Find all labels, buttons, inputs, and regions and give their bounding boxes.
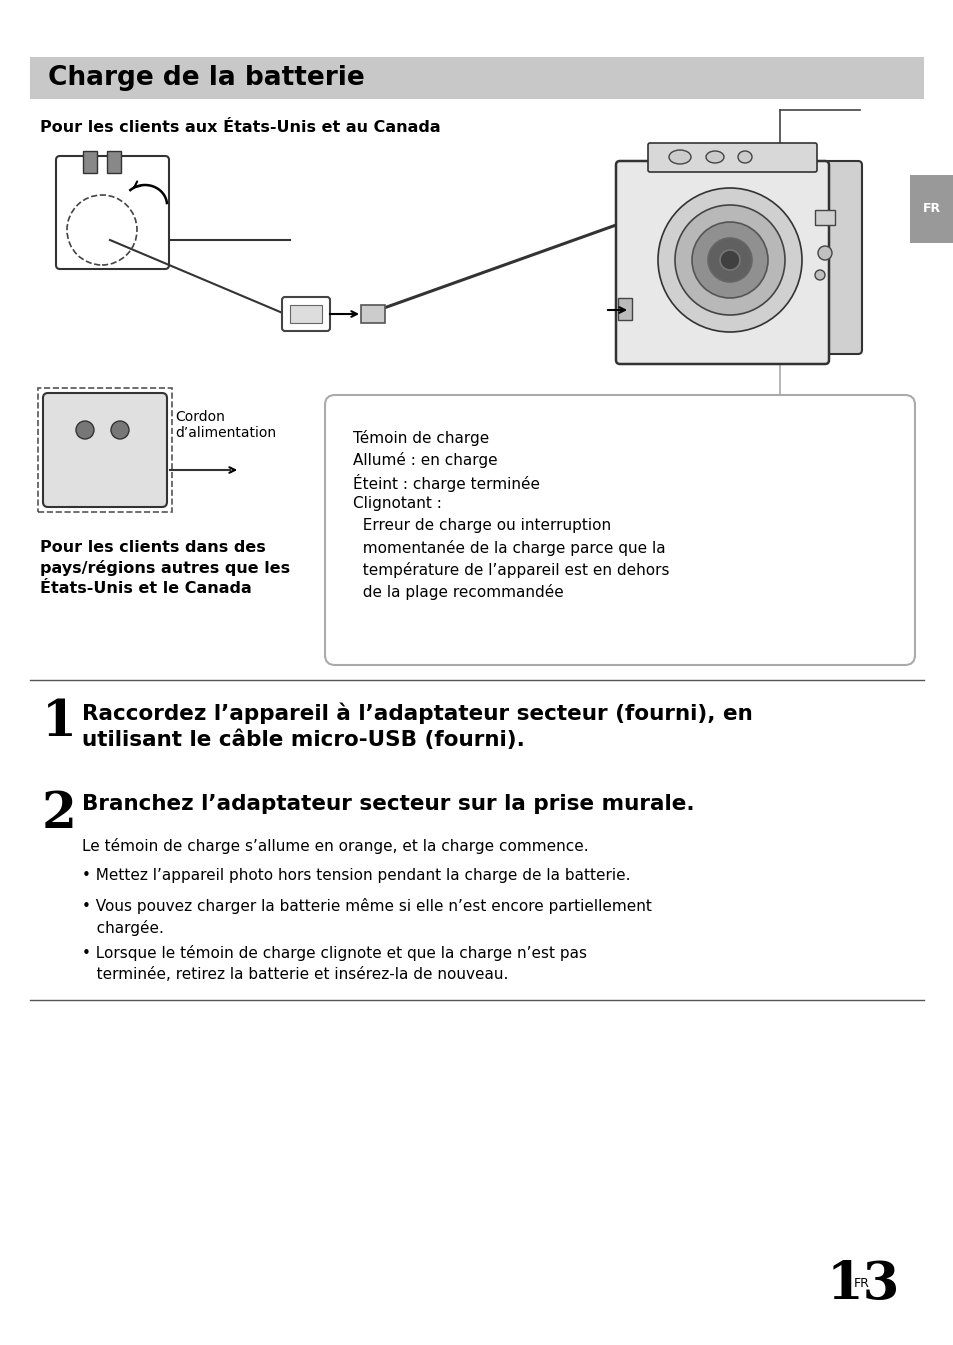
Text: température de l’appareil est en dehors: température de l’appareil est en dehors (353, 562, 669, 578)
Text: Raccordez l’appareil à l’adaptateur secteur (fourni), en
utilisant le câble micr: Raccordez l’appareil à l’adaptateur sect… (82, 702, 752, 749)
FancyBboxPatch shape (647, 143, 816, 172)
FancyBboxPatch shape (325, 395, 914, 664)
Bar (618, 299, 631, 320)
FancyBboxPatch shape (282, 297, 330, 331)
FancyBboxPatch shape (30, 56, 923, 100)
FancyBboxPatch shape (909, 175, 953, 243)
Circle shape (720, 250, 740, 270)
Ellipse shape (738, 151, 751, 163)
Text: Pour les clients dans des
pays/régions autres que les
États-Unis et le Canada: Pour les clients dans des pays/régions a… (40, 539, 290, 596)
FancyBboxPatch shape (38, 387, 172, 512)
Text: • Vous pouvez charger la batterie même si elle n’est encore partiellement
   cha: • Vous pouvez charger la batterie même s… (82, 898, 651, 936)
Text: Témoin de charge: Témoin de charge (353, 430, 489, 447)
Text: FR: FR (922, 203, 940, 215)
Circle shape (658, 188, 801, 332)
Text: Le témoin de charge s’allume en orange, et la charge commence.: Le témoin de charge s’allume en orange, … (82, 838, 588, 854)
Circle shape (76, 421, 94, 438)
Ellipse shape (814, 270, 824, 280)
Text: • Lorsque le témoin de charge clignote et que la charge n’est pas
   terminée, r: • Lorsque le témoin de charge clignote e… (82, 946, 586, 982)
Text: FR: FR (853, 1276, 869, 1290)
Text: Charge de la batterie: Charge de la batterie (48, 65, 364, 91)
Bar (814, 210, 834, 225)
Bar (107, 151, 121, 174)
Circle shape (691, 222, 767, 299)
Circle shape (707, 238, 751, 282)
FancyBboxPatch shape (56, 156, 169, 269)
Text: Éteint : charge terminée: Éteint : charge terminée (353, 473, 539, 492)
Bar (290, 305, 322, 323)
Text: Pour les clients aux États-Unis et au Canada: Pour les clients aux États-Unis et au Ca… (40, 120, 440, 134)
FancyBboxPatch shape (616, 161, 828, 364)
Ellipse shape (705, 151, 723, 163)
Circle shape (675, 204, 784, 315)
Ellipse shape (668, 151, 690, 164)
Text: momentanée de la charge parce que la: momentanée de la charge parce que la (353, 539, 665, 555)
Bar (83, 151, 97, 174)
FancyBboxPatch shape (815, 161, 862, 354)
Circle shape (111, 421, 129, 438)
Text: Cordon
d’alimentation: Cordon d’alimentation (174, 410, 275, 440)
Text: Erreur de charge ou interruption: Erreur de charge ou interruption (353, 518, 611, 533)
Text: 1: 1 (42, 698, 77, 746)
Text: 13: 13 (825, 1259, 899, 1310)
Ellipse shape (817, 246, 831, 260)
Text: de la plage recommandée: de la plage recommandée (353, 584, 563, 600)
Text: • Mettez l’appareil photo hors tension pendant la charge de la batterie.: • Mettez l’appareil photo hors tension p… (82, 868, 630, 884)
FancyBboxPatch shape (43, 393, 167, 507)
FancyBboxPatch shape (360, 305, 385, 323)
Text: Clignotant :: Clignotant : (353, 496, 441, 511)
Text: 2: 2 (42, 790, 77, 839)
Text: Branchez l’adaptateur secteur sur la prise murale.: Branchez l’adaptateur secteur sur la pri… (82, 794, 694, 814)
Text: Allumé : en charge: Allumé : en charge (353, 452, 497, 468)
